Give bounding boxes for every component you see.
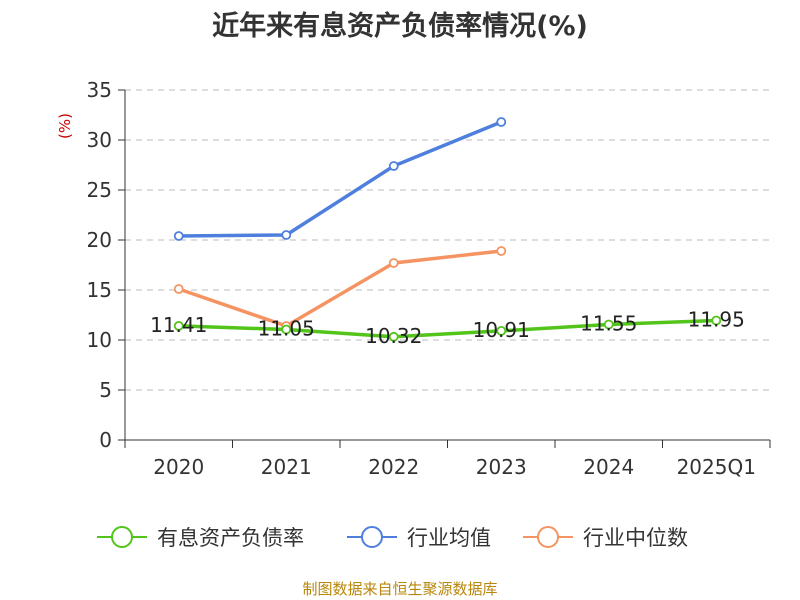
data-label: 11.55 [580, 312, 637, 336]
x-tick-label: 2020 [153, 455, 204, 479]
x-tick-label: 2023 [476, 455, 527, 479]
data-point [281, 230, 292, 240]
data-label: 10.91 [473, 318, 530, 342]
data-label: 11.41 [150, 313, 207, 337]
y-tick-label: 0 [99, 428, 112, 452]
y-axis-label: (%) [56, 113, 74, 139]
legend-label: 有息资产负债率 [157, 526, 304, 550]
x-tick-label: 2022 [368, 455, 419, 479]
series-line [177, 318, 718, 339]
data-point [388, 161, 399, 171]
legend-marker [111, 526, 133, 548]
chart-title: 近年来有息资产负债率情况(%) [212, 11, 588, 42]
legend-marker [537, 526, 559, 548]
data-label: 10.32 [365, 324, 422, 348]
y-tick-label: 20 [87, 228, 112, 252]
series-line [177, 120, 503, 238]
legend-marker [361, 526, 383, 548]
y-tick-label: 10 [87, 328, 112, 352]
data-label: 11.05 [258, 317, 315, 341]
data-point [173, 284, 184, 294]
data-point [496, 246, 507, 256]
data-point [711, 315, 722, 326]
y-tick-label: 30 [87, 128, 112, 152]
y-tick-label: 35 [87, 78, 112, 102]
x-tick-label: 2024 [583, 455, 634, 479]
legend-label: 行业中位数 [583, 526, 688, 550]
data-point [496, 117, 507, 127]
data-point [173, 320, 184, 331]
source-note: 制图数据来自恒生聚源数据库 [302, 580, 498, 598]
x-tick-label: 2021 [261, 455, 312, 479]
data-point [281, 324, 292, 335]
data-point [603, 319, 614, 330]
data-point [388, 258, 399, 268]
x-tick-label: 2025Q1 [677, 455, 756, 479]
y-tick-label: 25 [87, 178, 112, 202]
data-point [496, 325, 507, 336]
y-tick-label: 5 [99, 378, 112, 402]
data-point [388, 331, 399, 342]
series-line [177, 249, 503, 328]
data-point [173, 231, 184, 241]
legend-label: 行业均值 [407, 526, 491, 550]
y-tick-label: 15 [87, 278, 112, 302]
data-label: 11.95 [688, 308, 745, 332]
